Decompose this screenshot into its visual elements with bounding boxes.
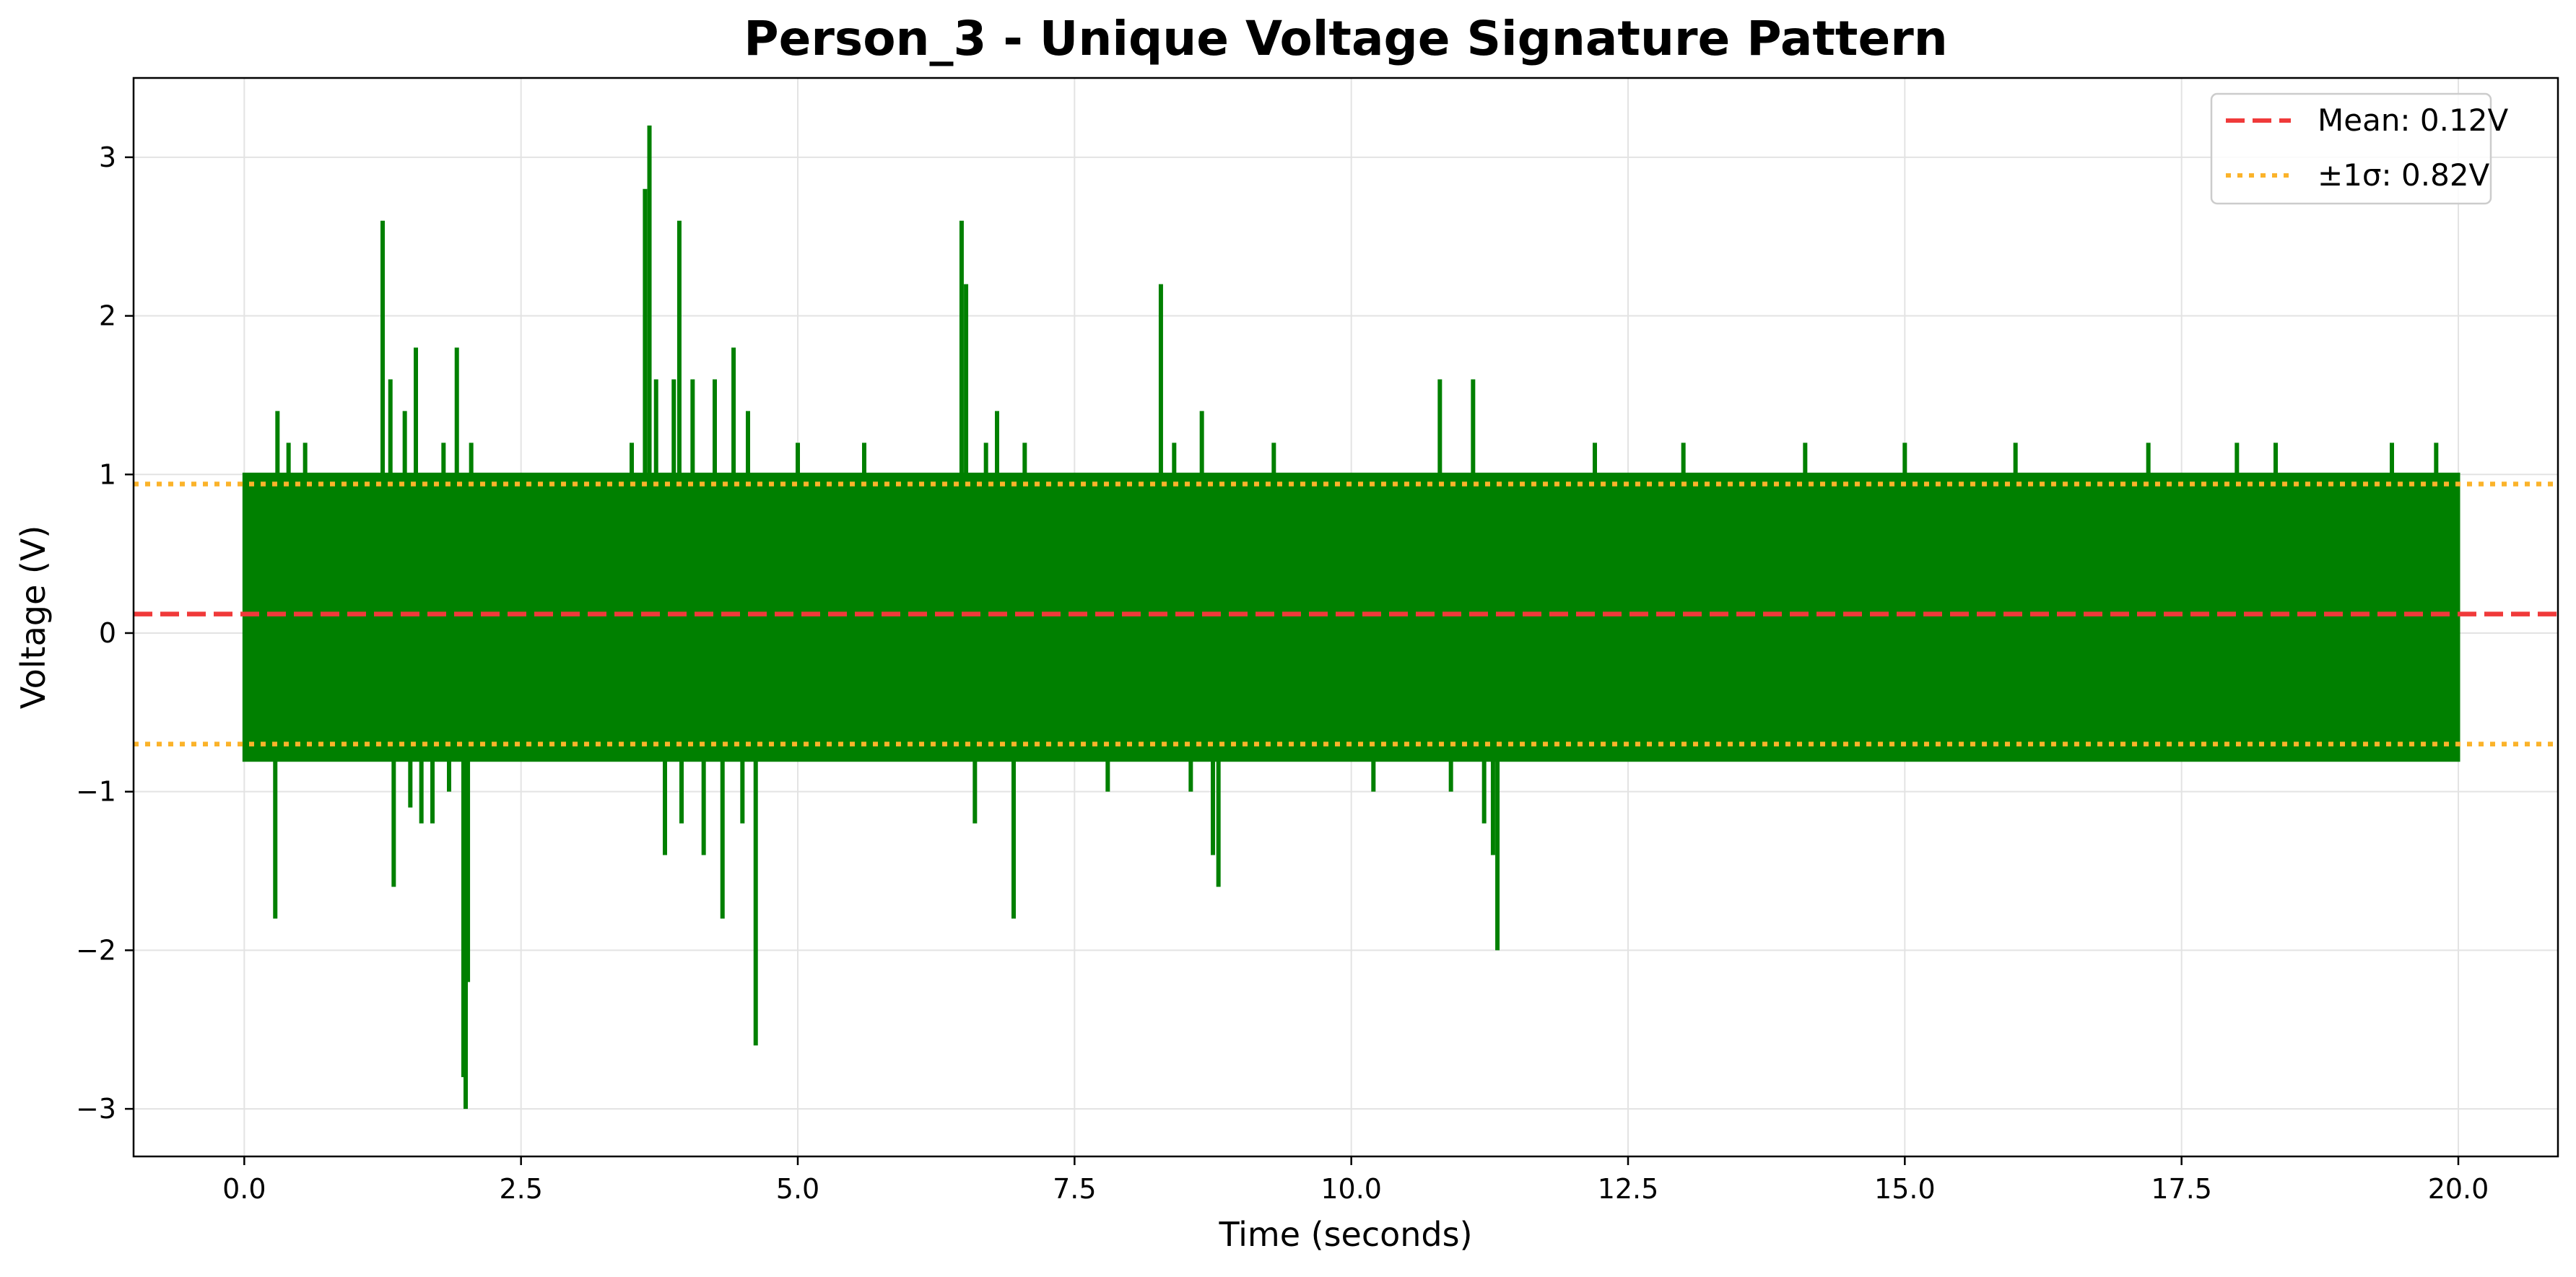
x-tick-label: 12.5 [1598,1173,1659,1205]
y-axis-ticks: −3 −2 −1 0 1 2 3 [76,141,134,1125]
legend: Mean: 0.12V ±1σ: 0.82V [2210,92,2508,205]
x-tick-label: 7.5 [1053,1173,1096,1205]
y-tick-label: 0 [99,617,116,649]
legend-sigma-label: ±1σ: 0.82V [2318,157,2490,193]
x-tick-label: 17.5 [2151,1173,2212,1205]
y-tick-label: 3 [99,141,116,173]
y-axis-label: Voltage (V) [14,526,53,710]
y-tick-label: −1 [76,776,116,808]
y-tick-label: −2 [76,934,116,966]
chart-title: Person_3 - Unique Voltage Signature Patt… [744,11,1948,66]
y-tick-label: 1 [99,458,116,490]
signal-band [242,472,2460,762]
reference-lines [134,481,2558,747]
x-tick-label: 20.0 [2428,1173,2489,1205]
x-tick-label: 0.0 [222,1173,266,1205]
plot-area [242,125,2460,1110]
legend-mean-label: Mean: 0.12V [2318,103,2508,138]
x-tick-label: 2.5 [499,1173,542,1205]
x-tick-label: 10.0 [1320,1173,1382,1205]
x-tick-label: 5.0 [776,1173,819,1205]
x-tick-label: 15.0 [1874,1173,1936,1205]
x-axis-ticks: 0.0 2.5 5.0 7.5 10.0 12.5 15.0 17.5 20.0 [222,1156,2489,1205]
plot-frame [132,77,2559,1158]
y-tick-label: 2 [99,300,116,332]
y-tick-label: −3 [76,1093,116,1125]
x-axis-label: Time (seconds) [1218,1215,1472,1254]
